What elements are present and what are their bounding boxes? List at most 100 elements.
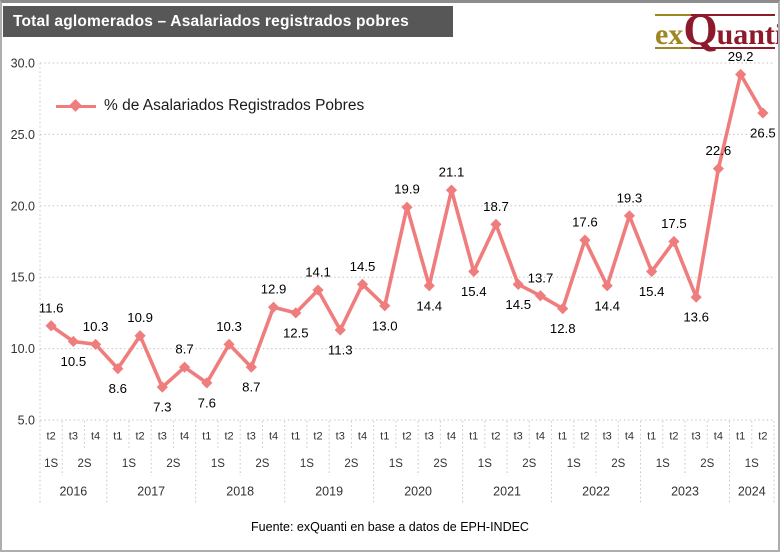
page-title: Total aglomerados – Asalariados registra… (3, 6, 453, 37)
semester-label: 1S (44, 458, 58, 470)
y-tick-label: 30.0 (11, 57, 35, 71)
data-point-marker (646, 265, 658, 278)
data-point-marker (156, 381, 168, 393)
semester-label: 2S (344, 458, 358, 470)
data-point-marker (267, 301, 280, 313)
quarter-label: t4 (91, 431, 100, 443)
data-label: 22.6 (706, 143, 732, 158)
data-label: 11.3 (328, 343, 353, 358)
semester-label: 1S (745, 458, 759, 470)
quarter-label: t1 (291, 431, 300, 443)
year-label: 2021 (493, 485, 521, 499)
data-label: 8.6 (109, 381, 127, 396)
data-label: 10.3 (83, 319, 109, 334)
data-label: 21.1 (439, 165, 465, 180)
data-label: 7.3 (153, 400, 171, 415)
semester-label: 1S (656, 458, 670, 470)
quarter-label: t3 (247, 431, 256, 443)
data-label: 17.6 (572, 215, 598, 230)
data-point-marker (112, 362, 124, 375)
data-label: 13.6 (683, 310, 709, 325)
quarter-label: t3 (69, 431, 78, 443)
gridlines (39, 62, 774, 421)
quarter-label: t2 (758, 431, 767, 443)
logo-ex: ex (655, 18, 684, 51)
legend-diamond (69, 99, 82, 112)
series-line (45, 68, 769, 393)
data-point-marker (67, 335, 79, 348)
data-label: 11.6 (39, 300, 64, 315)
quarter-label: t4 (447, 431, 456, 443)
data-label: 8.7 (175, 342, 193, 357)
data-label: 14.4 (594, 298, 620, 313)
data-point-marker (534, 290, 547, 302)
quarter-label: t2 (402, 431, 411, 443)
year-label: 2020 (404, 485, 432, 499)
series-path (49, 72, 765, 390)
data-label: 14.4 (416, 298, 442, 313)
semester-label: 2S (522, 458, 536, 470)
data-point-marker (445, 184, 458, 196)
data-label: 29.2 (728, 49, 754, 64)
quarter-label: t2 (580, 431, 589, 443)
quarter-label: t3 (336, 431, 345, 443)
y-tick-label: 10.0 (11, 342, 35, 356)
quarter-label: t2 (224, 431, 233, 443)
data-label: 19.3 (617, 190, 643, 205)
semester-label: 1S (567, 458, 581, 470)
logo-rule-gold-segment (655, 47, 691, 49)
quarter-label: t4 (536, 431, 545, 443)
y-tick-label: 15.0 (11, 271, 35, 285)
data-label: 10.9 (127, 310, 153, 325)
data-point-marker (290, 307, 302, 319)
quarter-label: t1 (469, 431, 478, 443)
logo-rule-red-segment (691, 47, 775, 49)
year-label: 2023 (671, 485, 699, 499)
quarter-label: t4 (625, 431, 634, 443)
quarter-label: t3 (603, 431, 612, 443)
y-tick-label: 25.0 (11, 128, 35, 142)
year-label: 2016 (59, 485, 87, 499)
logo-rule-gold-segment (655, 14, 691, 16)
data-point-marker (735, 68, 747, 81)
data-point-marker (668, 235, 680, 248)
data-label: 12.5 (283, 325, 309, 340)
data-point-marker (90, 338, 102, 350)
exquanti-logo: exQuanti (655, 8, 780, 54)
quarter-label: t4 (269, 431, 278, 443)
data-point-marker (512, 278, 524, 290)
data-label: 13.0 (372, 318, 398, 333)
semester-label: 1S (478, 458, 492, 470)
semester-label: 2S (433, 458, 447, 470)
quarter-label: t2 (491, 431, 500, 443)
data-point-marker (468, 265, 480, 278)
quarter-label: t3 (425, 431, 434, 443)
data-label: 26.5 (750, 125, 776, 140)
data-label: 7.6 (198, 395, 216, 410)
data-point-marker (223, 338, 235, 350)
year-label: 2024 (738, 485, 766, 499)
logo-rule-bottom (655, 47, 775, 49)
data-label: 19.9 (394, 182, 420, 197)
data-point-marker (423, 280, 435, 292)
data-point-marker (490, 218, 502, 230)
data-label: 10.3 (216, 319, 242, 334)
data-label: 8.7 (242, 380, 260, 395)
logo-rule-top (655, 14, 775, 16)
data-point-marker (579, 234, 591, 246)
quarter-label: t1 (380, 431, 389, 443)
quarter-label: t1 (736, 431, 745, 443)
data-labels: 11.6 10.5 10.3 8.6 10.9 7.3 8.7 7.6 10.3 8.7 12.9 1… (39, 49, 776, 415)
data-point-marker (601, 280, 613, 292)
data-point-marker (712, 163, 724, 175)
data-point-marker (757, 107, 769, 119)
semester-label: 2S (611, 458, 625, 470)
year-label: 2018 (226, 485, 254, 499)
year-label: 2017 (137, 485, 165, 499)
semester-label: 1S (389, 458, 403, 470)
quarter-label: t2 (669, 431, 678, 443)
source-note: Fuente: exQuanti en base a datos de EPH-… (251, 520, 529, 534)
data-label: 12.9 (261, 282, 287, 297)
data-point-marker (690, 291, 702, 303)
data-point-marker (379, 300, 391, 312)
